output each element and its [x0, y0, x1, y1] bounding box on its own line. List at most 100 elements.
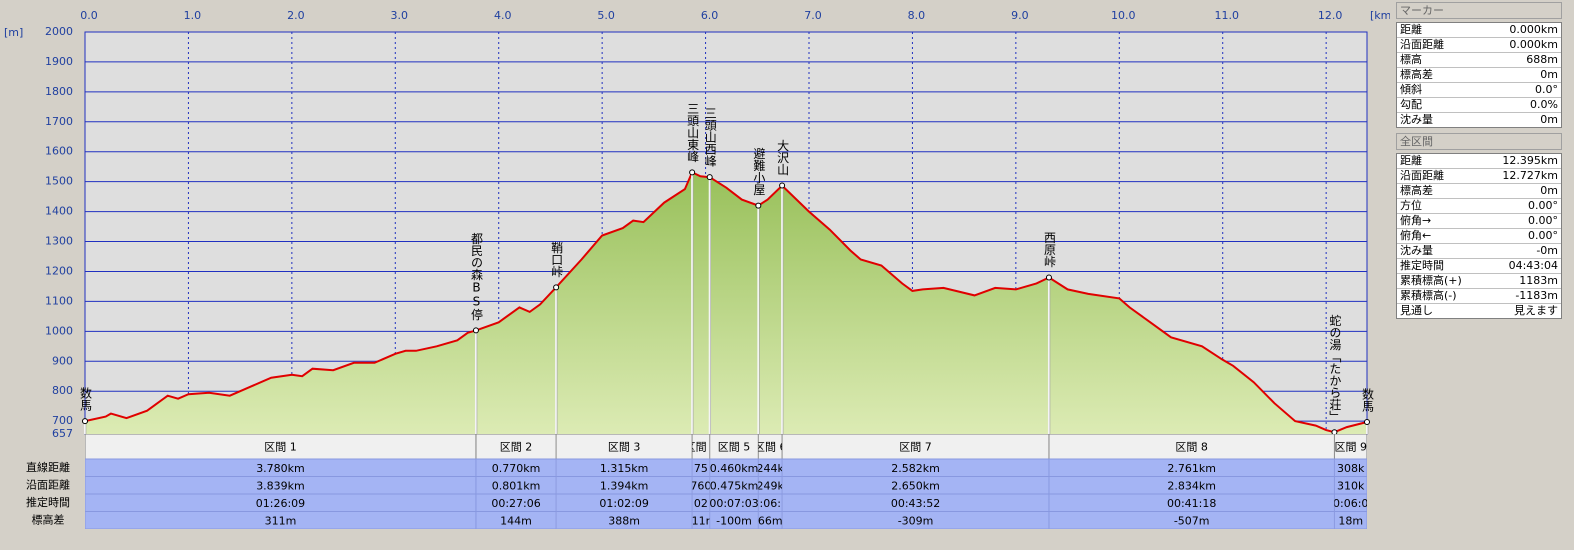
panel-label: 方位	[1400, 199, 1422, 212]
panel-label: 勾配	[1400, 98, 1422, 111]
panel-row: 推定時間 04:43:04	[1397, 259, 1561, 274]
segment-column: 区間 6 244k 249k:06: 66m	[754, 434, 787, 529]
panel-row: 勾配 0.0%	[1397, 98, 1561, 113]
segment-value: 0.770km	[492, 462, 541, 475]
panel-row: 累積標高(+) 1183m	[1397, 274, 1561, 289]
x-tick-label: 1.0	[184, 9, 202, 22]
panel-row: 方位 0.00°	[1397, 199, 1561, 214]
segment-value: 144m	[500, 514, 532, 527]
x-tick-label: 2.0	[287, 9, 305, 22]
x-tick-label: 4.0	[494, 9, 512, 22]
segment-header	[782, 434, 1049, 460]
segment-value: 311m	[265, 514, 297, 527]
segment-name: 区間 7	[899, 441, 932, 454]
waypoint-marker	[553, 284, 560, 291]
y-tick-label: 1900	[45, 55, 73, 68]
panel-value: 04:43:04	[1508, 259, 1558, 272]
waypoint-label: 大沢山	[776, 139, 790, 175]
segment-value: 00:07:03	[709, 497, 758, 510]
panel-value: 0.0%	[1530, 98, 1558, 111]
segment-name: 区間 2	[500, 441, 533, 454]
x-tick-label: 9.0	[1011, 9, 1029, 22]
row-label: 直線距離	[26, 460, 70, 474]
panel-value: 0m	[1540, 184, 1558, 197]
panel-value: 0m	[1540, 68, 1558, 81]
segment-column: 区間 2 0.770km 0.801km 00:27:06 144m	[475, 434, 557, 529]
segment-column: 区間 3 1.315km 1.394km 01:02:09 388m	[556, 434, 693, 529]
waypoint-label: 都民の森BS停	[469, 232, 483, 321]
panel-label: 沈み量	[1400, 244, 1433, 257]
panel-label: 傾斜	[1400, 83, 1422, 96]
waypoint-label: 鞘口峠	[550, 241, 564, 277]
waypoint-marker	[1364, 419, 1370, 426]
segment-value: 2.582km	[891, 462, 940, 475]
panel-table: 距離 0.000km 沿面距離 0.000km 標高 688m 標高差 0m 傾斜 0.0° 勾配 0…	[1396, 22, 1562, 128]
segment-name: 区間 5	[718, 441, 751, 454]
panel-value: 12.727km	[1502, 169, 1558, 182]
segment-value: 3.839km	[256, 479, 305, 492]
segment-column: 区間 1 3.780km 3.839km 01:26:09 311m	[85, 434, 476, 529]
segment-cell	[782, 511, 1049, 529]
segment-value: 760	[690, 479, 711, 492]
panel-header: マーカー	[1396, 2, 1562, 19]
waypoint-label: 三頭山東峰	[686, 102, 700, 162]
x-tick-label: 7.0	[804, 9, 822, 22]
x-tick-label: 10.0	[1111, 9, 1136, 22]
segment-value: 75	[694, 462, 708, 475]
waypoint-label: 数馬	[1361, 387, 1375, 413]
panel-value: 0m	[1540, 113, 1558, 126]
waypoint-label: 三頭山西峰	[703, 107, 717, 167]
panel-value: 12.395km	[1502, 154, 1558, 167]
waypoint-marker	[1331, 429, 1338, 436]
panel-row: 傾斜 0.0°	[1397, 83, 1561, 98]
waypoint-marker	[82, 418, 88, 425]
segment-name: 区間 1	[264, 441, 297, 454]
segment-value: 00:41:18	[1167, 497, 1216, 510]
panel-label: 俯角←	[1400, 229, 1432, 242]
x-tick-label: 12.0	[1318, 9, 1343, 22]
panel-label: 推定時間	[1400, 259, 1444, 272]
panel-label: 見通し	[1400, 304, 1433, 317]
panel-row: 標高差 0m	[1397, 68, 1561, 83]
panel-value: 0.00°	[1528, 214, 1558, 227]
panel-row: 標高 688m	[1397, 53, 1561, 68]
panel-header: 全区間	[1396, 133, 1562, 150]
segment-value: 00:43:52	[891, 497, 940, 510]
info-panel: マーカー 距離 0.000km 沿面距離 0.000km 標高 688m 標高差 0m 傾斜 0.0…	[1396, 2, 1562, 324]
x-tick-label: 5.0	[597, 9, 615, 22]
panel-value: 1183m	[1519, 274, 1558, 287]
segment-name: 区間 6	[754, 441, 787, 454]
segment-cell	[709, 511, 759, 529]
waypoint-label: 避難小屋	[752, 147, 766, 196]
segment-name: 区間 3	[608, 441, 641, 454]
panel-row: 沿面距離 0.000km	[1397, 38, 1561, 53]
segment-value: 388m	[608, 514, 640, 527]
segment-value: 310k	[1337, 479, 1365, 492]
panel-value: 見えます	[1514, 304, 1558, 317]
panel-label: 標高差	[1400, 184, 1433, 197]
row-label: 標高差	[32, 512, 65, 526]
row-label: 沿面距離	[26, 477, 70, 491]
y-tick-label: 900	[52, 354, 73, 367]
segment-value: 0.801km	[492, 479, 541, 492]
waypoint-marker	[706, 174, 713, 181]
segment-value: 249k	[757, 479, 785, 492]
y-tick-label: 1600	[45, 145, 73, 158]
segment-value: 1.315km	[600, 462, 649, 475]
x-tick-label: 8.0	[908, 9, 926, 22]
y-tick-label: 657	[52, 427, 73, 440]
panel-label: 標高	[1400, 53, 1422, 66]
segment-cell	[1048, 511, 1335, 529]
segment-value: -309m	[898, 514, 934, 527]
segment-value: 3.780km	[256, 462, 305, 475]
waypoint-marker	[689, 169, 696, 176]
panel-label: 沈み量	[1400, 113, 1433, 126]
segment-cell	[758, 511, 783, 529]
x-unit: [km]	[1370, 9, 1390, 22]
y-tick-label: 1000	[45, 324, 73, 337]
panel-row: 俯角→ 0.00°	[1397, 214, 1561, 229]
segment-value: 244k	[757, 462, 785, 475]
y-tick-label: 1300	[45, 235, 73, 248]
segment-value: 66m	[758, 514, 783, 527]
segment-header	[85, 434, 476, 460]
